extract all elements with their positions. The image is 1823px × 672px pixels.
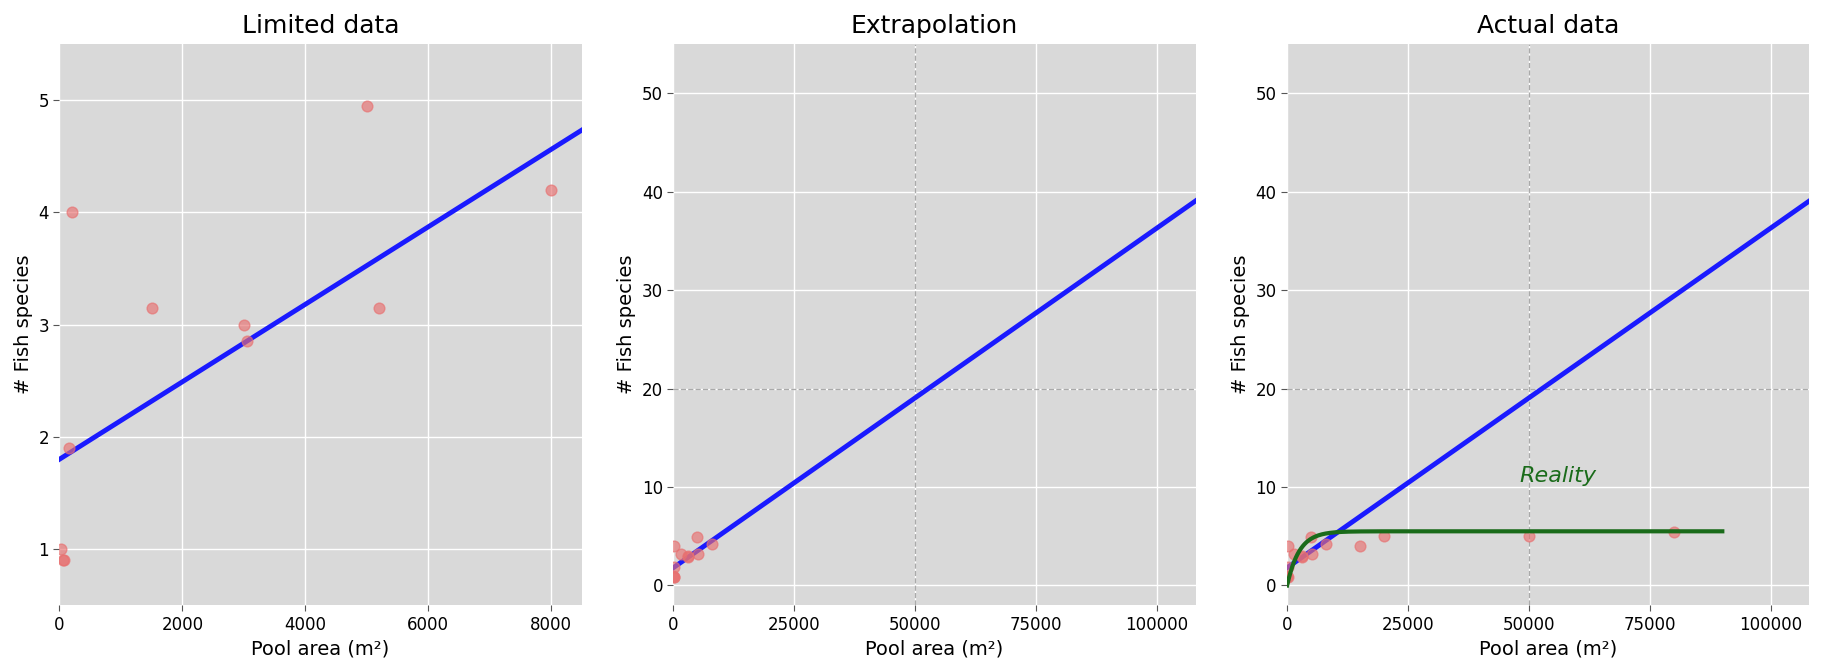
Title: Limited data: Limited data	[242, 14, 399, 38]
Point	[352, 100, 381, 111]
Text: Reality: Reality	[1519, 466, 1595, 486]
Point	[365, 302, 394, 313]
Point	[1369, 531, 1398, 542]
Point	[696, 539, 726, 550]
Point	[660, 541, 689, 552]
Point	[673, 552, 702, 562]
Point	[230, 319, 259, 330]
Point	[1280, 549, 1309, 560]
Title: Extrapolation: Extrapolation	[850, 14, 1017, 38]
Point	[665, 549, 695, 560]
Point	[658, 571, 687, 582]
Point	[1287, 550, 1316, 561]
Point	[232, 336, 261, 347]
Point	[1287, 552, 1316, 562]
Point	[660, 561, 689, 572]
X-axis label: Pool area (m²): Pool area (m²)	[252, 639, 390, 658]
Point	[47, 555, 77, 566]
Y-axis label: # Fish species: # Fish species	[1231, 255, 1249, 394]
Point	[1311, 539, 1340, 550]
Y-axis label: # Fish species: # Fish species	[15, 255, 33, 394]
Point	[1272, 561, 1302, 572]
Point	[1513, 531, 1542, 542]
Point	[673, 550, 702, 561]
Point	[55, 443, 84, 454]
Point	[684, 549, 713, 560]
Point	[1272, 571, 1302, 582]
Title: Actual data: Actual data	[1477, 14, 1619, 38]
Point	[658, 571, 687, 581]
Point	[1272, 571, 1302, 582]
Point	[47, 544, 77, 554]
Point	[536, 185, 565, 196]
Y-axis label: # Fish species: # Fish species	[616, 255, 636, 394]
Point	[1659, 527, 1688, 538]
X-axis label: Pool area (m²): Pool area (m²)	[1478, 639, 1617, 658]
Point	[57, 207, 86, 218]
Point	[137, 302, 166, 313]
Point	[658, 571, 687, 582]
X-axis label: Pool area (m²): Pool area (m²)	[864, 639, 1003, 658]
Point	[49, 555, 78, 566]
Point	[1272, 541, 1302, 552]
Point	[1272, 571, 1302, 581]
Point	[1296, 549, 1325, 560]
Point	[1344, 541, 1373, 552]
Point	[682, 532, 711, 542]
Point	[1296, 532, 1325, 542]
